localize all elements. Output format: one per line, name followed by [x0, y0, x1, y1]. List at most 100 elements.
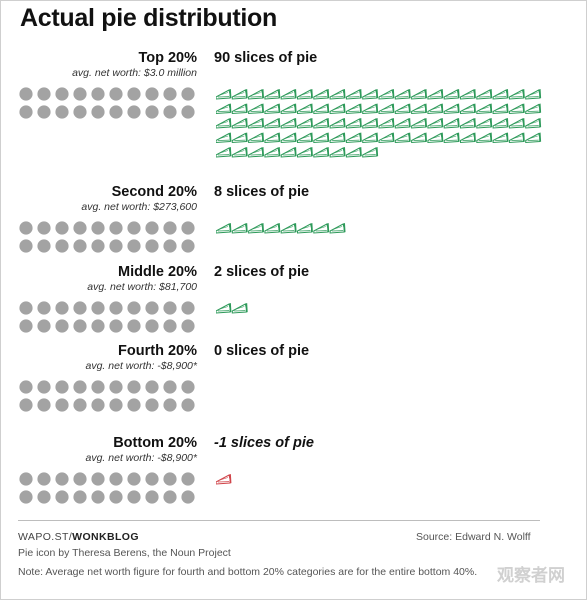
group-avg-net-worth: avg. net worth: $273,600: [81, 201, 197, 213]
population-dot: [109, 490, 123, 504]
population-dot: [19, 105, 33, 119]
pie-slice-icon: [460, 103, 476, 115]
population-dot: [91, 87, 105, 101]
pie-slice-icon: [443, 88, 460, 100]
pie-slice-icon: [525, 103, 542, 115]
population-dot: [37, 398, 51, 412]
pie-slice-icon: [394, 88, 411, 100]
pie-slice-icon: [216, 146, 232, 158]
footer-icon-credit: Pie icon by Theresa Berens, the Noun Pro…: [18, 547, 231, 559]
population-dot: [145, 105, 159, 119]
population-dot: [181, 380, 195, 394]
population-dot: [55, 105, 69, 119]
population-dot: [73, 221, 87, 235]
pie-slice-icon: [297, 146, 313, 158]
pie-slice-icon: [345, 117, 362, 129]
population-dots: [19, 221, 195, 253]
pie-slice-icon: [231, 103, 248, 115]
pie-slice-icon: [427, 117, 444, 129]
pie-slice-icon: [411, 88, 428, 100]
population-dot: [55, 380, 69, 394]
population-dot: [19, 490, 33, 504]
pie-slice-icon: [394, 103, 411, 115]
pie-slice-icon: [362, 132, 379, 144]
population-dot: [181, 87, 195, 101]
pie-slice-icon: [508, 132, 525, 144]
pie-slice-icon: [411, 103, 428, 115]
population-dot: [37, 221, 51, 235]
population-dot: [37, 105, 51, 119]
chart-title: Actual pie distribution: [20, 4, 277, 32]
footer-source-prefix: WAPO.ST/: [18, 531, 73, 543]
population-dot: [109, 472, 123, 486]
group-name: Fourth 20%: [118, 343, 197, 359]
pie-slice-icon: [345, 146, 362, 158]
group-label: Bottom 20% avg. net worth: -$8,900*: [86, 435, 198, 464]
pie-slice-icon: [508, 88, 525, 100]
population-dot: [163, 380, 177, 394]
pie-slice-icon: [280, 117, 297, 129]
group-label: Top 20% avg. net worth: $3.0 million: [72, 50, 197, 79]
population-dot: [73, 301, 87, 315]
population-dot: [19, 87, 33, 101]
population-dot: [19, 301, 33, 315]
population-dot: [91, 105, 105, 119]
pie-slice-icon: [329, 132, 346, 144]
population-dot: [91, 319, 105, 333]
population-dot: [91, 221, 105, 235]
population-dot: [181, 472, 195, 486]
pie-slice-icon: [248, 222, 265, 234]
population-dot: [145, 301, 159, 315]
pie-slice-icon: [313, 132, 330, 144]
pie-slice-icon: [216, 222, 232, 234]
pie-slice-icon: [476, 88, 493, 100]
population-dot: [73, 380, 87, 394]
pie-slice-icon: [427, 132, 444, 144]
population-dots: [19, 301, 195, 333]
group-name: Bottom 20%: [113, 435, 197, 451]
population-dot: [145, 319, 159, 333]
pie-slice-icon: [443, 117, 460, 129]
pie-slice-icon: [378, 88, 395, 100]
population-dot: [127, 301, 141, 315]
population-dot: [55, 221, 69, 235]
population-dot: [181, 319, 195, 333]
population-dot: [181, 221, 195, 235]
pie-slice-icon: [231, 88, 248, 100]
pie-slice-icon: [460, 88, 476, 100]
pie-slice-icon: [476, 103, 493, 115]
group-slices-label: -1 slices of pie: [214, 435, 314, 451]
population-dot: [163, 87, 177, 101]
pie-slice-icon: [362, 88, 379, 100]
population-dot: [145, 380, 159, 394]
pie-slice-icon: [329, 88, 346, 100]
population-dot: [19, 319, 33, 333]
population-dot: [55, 398, 69, 412]
pie-slice-icon: [460, 132, 476, 144]
population-dot: [73, 87, 87, 101]
population-dot: [109, 398, 123, 412]
population-dot: [37, 490, 51, 504]
population-dot: [127, 490, 141, 504]
pie-slices: [216, 302, 248, 314]
population-dot: [19, 239, 33, 253]
pie-slice-icon: [264, 222, 281, 234]
pie-slice-icon: [216, 117, 232, 129]
pie-slice-icon: [345, 88, 362, 100]
group-avg-net-worth: avg. net worth: $81,700: [87, 281, 197, 293]
population-dot: [55, 87, 69, 101]
group-name: Second 20%: [111, 184, 197, 200]
population-dot: [145, 87, 159, 101]
pie-slice-icon: [508, 103, 525, 115]
population-dot: [127, 472, 141, 486]
pie-slice-icon: [443, 132, 460, 144]
pie-slice-icon: [216, 132, 232, 144]
population-dot: [37, 239, 51, 253]
pie-slice-icon: [525, 117, 542, 129]
negative-pie-slice-icon: [216, 473, 232, 485]
group-name: Middle 20%: [118, 264, 197, 280]
population-dot: [109, 380, 123, 394]
pie-slice-icon: [525, 132, 542, 144]
pie-slice-icon: [248, 117, 265, 129]
population-dot: [127, 380, 141, 394]
